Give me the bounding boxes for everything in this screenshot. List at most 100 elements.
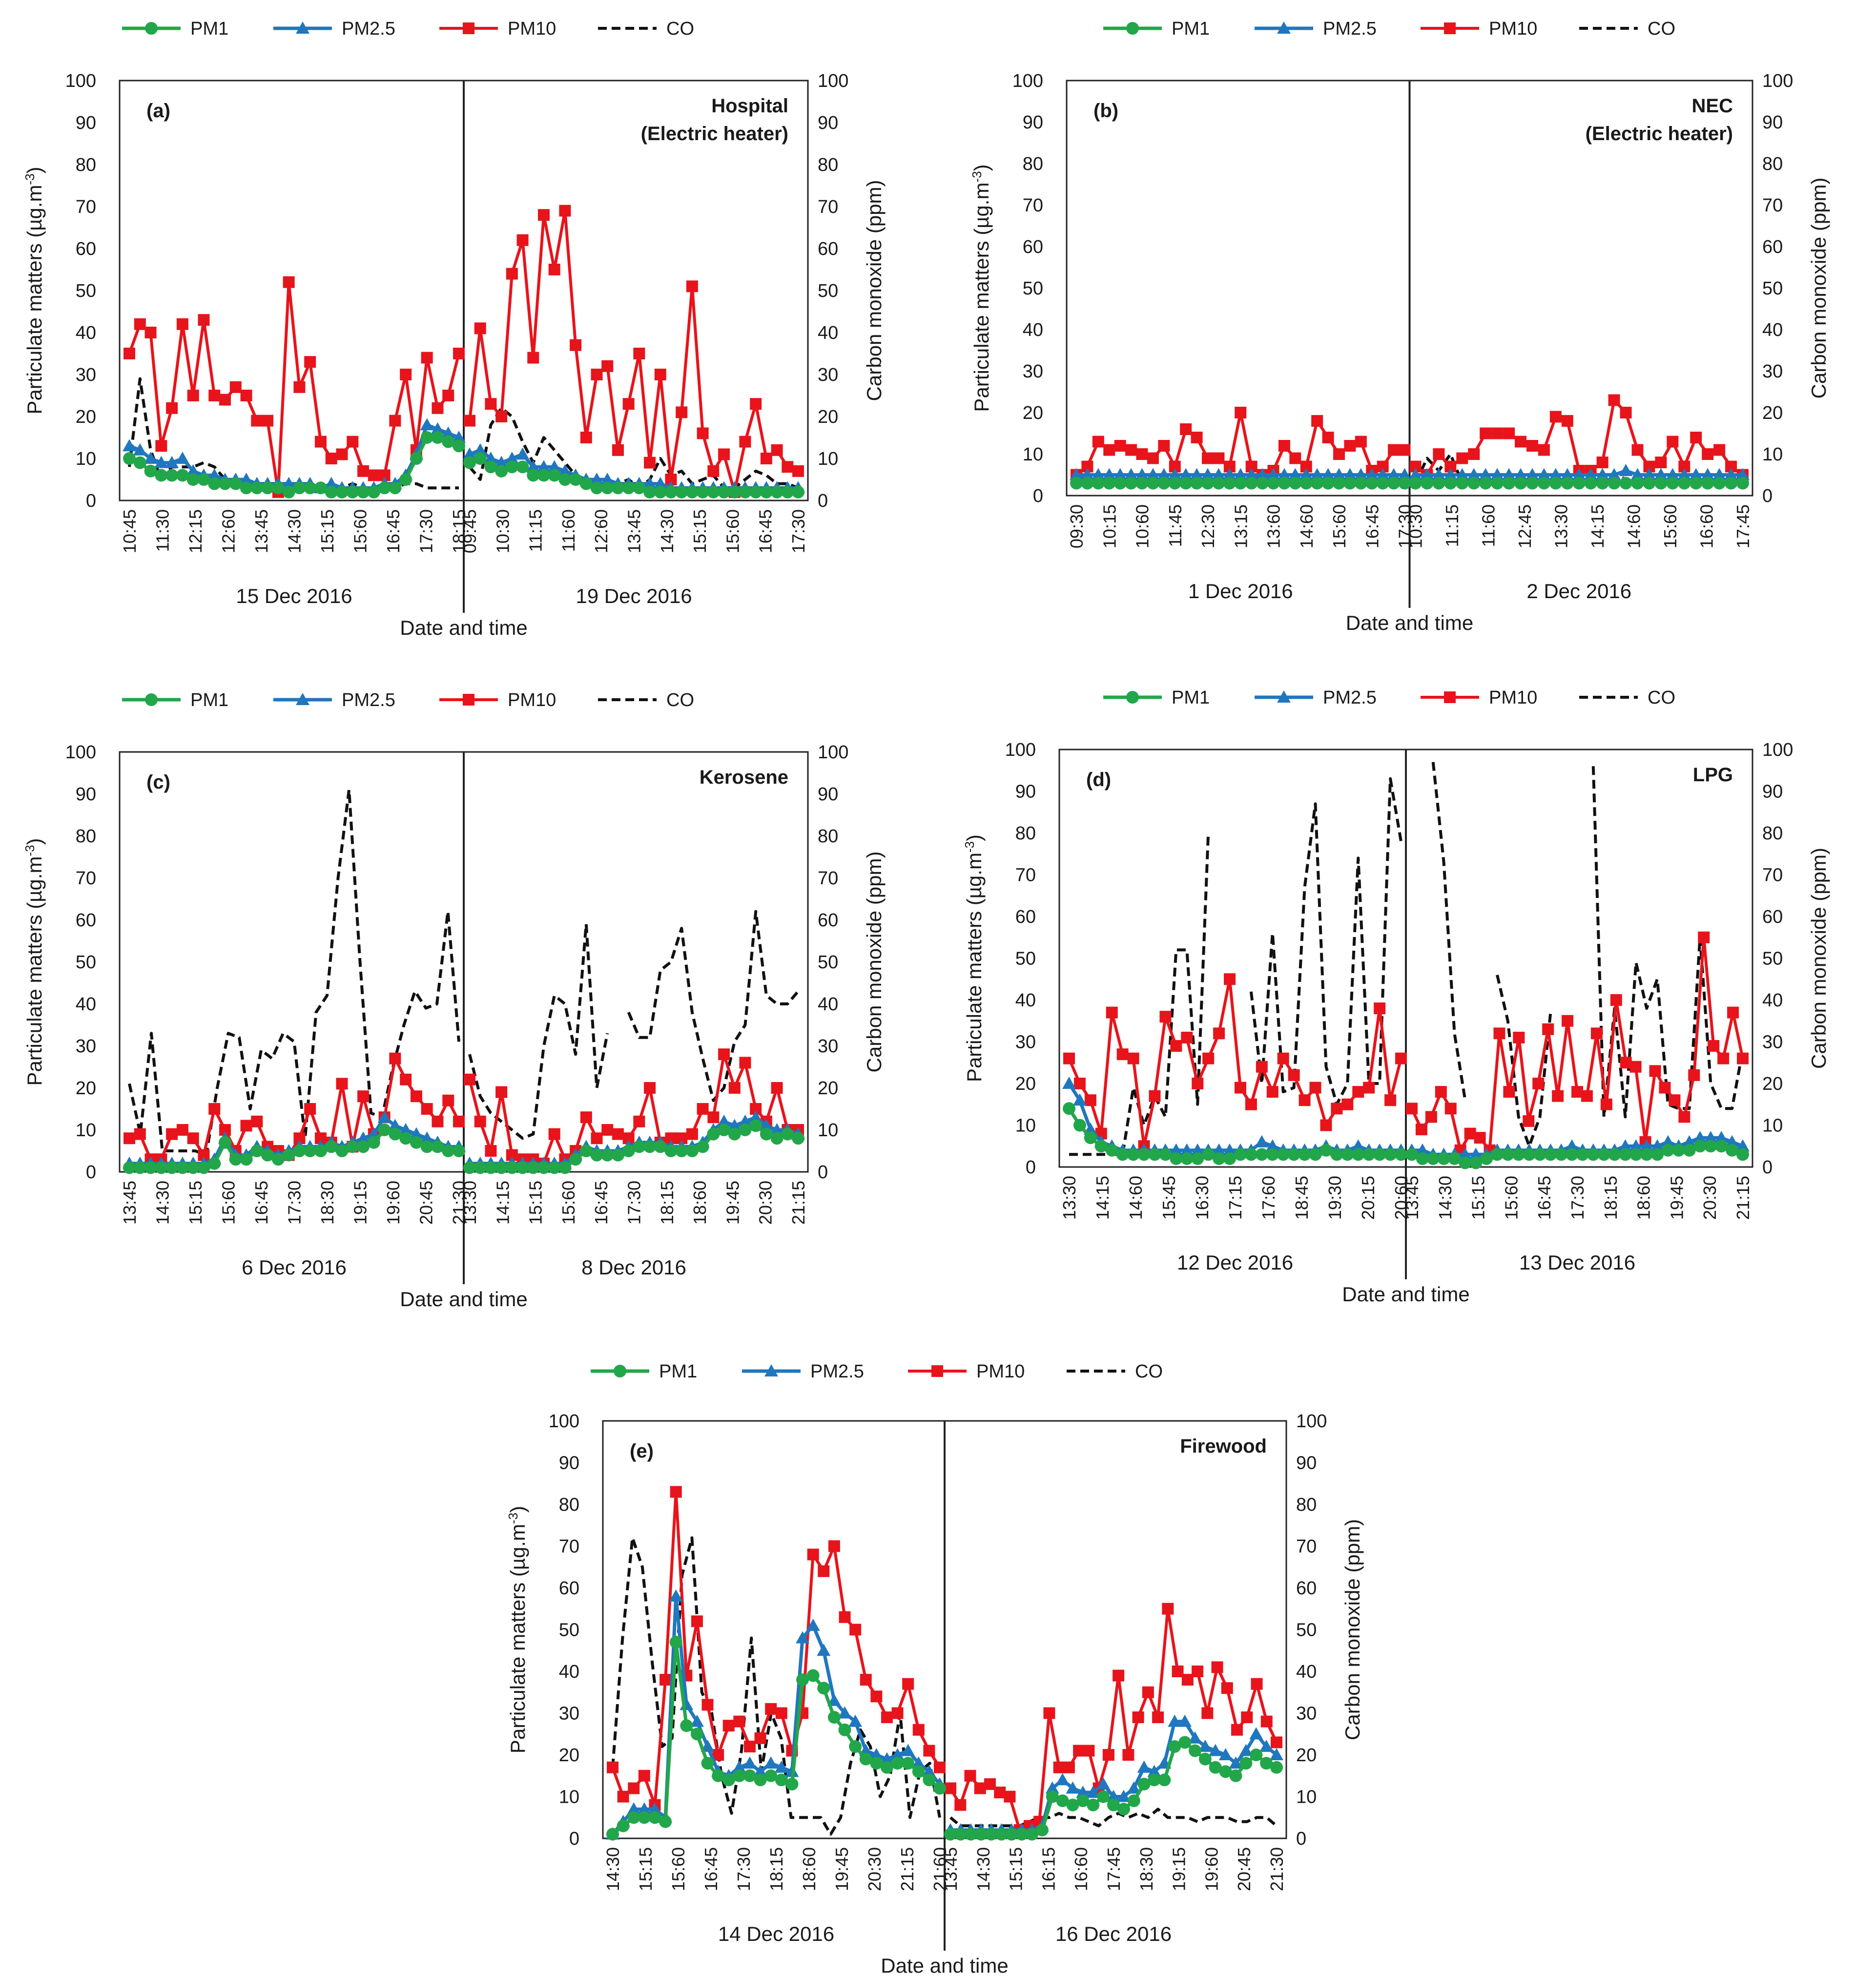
y-tick-label: 30 <box>76 1036 96 1057</box>
pm10-marker <box>1172 1666 1184 1677</box>
pm10-marker <box>1513 1031 1525 1043</box>
pm25-marker <box>1565 1139 1579 1152</box>
pm10-marker <box>782 461 794 473</box>
pm1-marker <box>1125 477 1138 490</box>
pm25-marker <box>420 1131 434 1144</box>
pm10-marker <box>1717 1052 1730 1064</box>
y-tick-label: 20 <box>1015 1074 1036 1094</box>
pm1-marker <box>995 1828 1008 1841</box>
pm10-marker <box>1702 448 1714 460</box>
x-tick-label: 20:45 <box>1234 1847 1254 1891</box>
pm25-marker <box>911 1756 926 1769</box>
series-pm1 <box>123 431 804 499</box>
series-line <box>468 406 799 490</box>
pm10-marker <box>166 1128 178 1140</box>
site-label: Kerosene <box>700 767 788 788</box>
pm25-marker <box>637 1802 651 1815</box>
y2-tick-label: 10 <box>1762 1116 1783 1136</box>
panel-a: PM1 PM2.5 PM10 CO 0 0 10 10 20 20 30 30 40 40 50 50 60 60… <box>22 19 886 639</box>
pm1-marker <box>912 1765 925 1778</box>
pm10-marker <box>240 390 252 401</box>
pm25-marker <box>653 477 667 489</box>
pm1-marker <box>261 1148 274 1162</box>
pm1-marker <box>696 485 709 499</box>
pm1-marker <box>558 1161 572 1174</box>
pm1-marker <box>1245 477 1258 490</box>
pm25-marker <box>742 1756 757 1769</box>
y-tick-label: 20 <box>1023 403 1043 423</box>
pm10-marker <box>314 436 327 448</box>
x-axis-title: Date and time <box>400 616 527 639</box>
pm1-marker <box>1683 1144 1696 1157</box>
pm10-marker <box>506 268 518 280</box>
pm10-marker <box>670 1486 682 1498</box>
legend-label: PM2.5 <box>342 19 395 39</box>
pm1-marker <box>367 485 380 499</box>
pm10-marker <box>1299 1094 1311 1106</box>
pm1-marker <box>1576 1148 1589 1161</box>
pm1-marker <box>1299 477 1313 490</box>
pm25-marker <box>1398 468 1412 480</box>
x-tick-label: 13:30 <box>1551 504 1571 548</box>
pm10-marker <box>839 1611 851 1623</box>
pm1-marker <box>707 1127 720 1141</box>
pm1-marker <box>638 1811 651 1824</box>
pm10-marker <box>754 1732 766 1744</box>
pm10-marker <box>1384 1094 1397 1106</box>
panel-label: (e) <box>630 1440 654 1462</box>
pm10-marker <box>934 1761 946 1773</box>
pm10-marker <box>187 1132 199 1145</box>
pm10-marker <box>607 1761 618 1773</box>
pm10-marker <box>1690 432 1702 443</box>
y-tick-label: 90 <box>76 113 96 133</box>
pm10-marker <box>1234 1082 1246 1094</box>
pm1-marker <box>1661 1144 1674 1157</box>
pm10-marker <box>1224 973 1236 985</box>
pm1-marker <box>1056 1794 1069 1808</box>
pm25-marker <box>282 477 296 489</box>
x-tick-label: 16:15 <box>1038 1847 1058 1891</box>
pm10-marker <box>612 444 624 456</box>
pm10-marker <box>1629 1061 1642 1073</box>
y-axis-title: Particulate matters (µg.m-3) <box>969 164 993 412</box>
pm10-marker <box>1142 1686 1154 1698</box>
pm25-marker <box>356 1131 371 1144</box>
pm25-marker <box>1704 1131 1718 1144</box>
pm10-marker <box>134 1128 146 1140</box>
pm10-marker <box>187 390 199 401</box>
pm10-marker <box>432 402 444 414</box>
pm25-marker <box>1689 468 1703 480</box>
pm10-marker <box>336 448 348 460</box>
pm10-marker <box>176 318 188 330</box>
legend-label: PM1 <box>190 690 228 710</box>
pm25-marker <box>1502 468 1516 480</box>
pm25-marker <box>1351 1139 1365 1152</box>
pm10-marker <box>633 348 645 359</box>
pm25-marker <box>1387 468 1401 480</box>
pm10-marker <box>124 348 135 359</box>
pm1-marker <box>1690 477 1703 490</box>
pm10-marker <box>1341 1098 1354 1110</box>
pm25-marker <box>207 468 222 481</box>
pm25-marker <box>1408 468 1422 480</box>
pm10-marker <box>1073 1745 1085 1757</box>
legend-label: PM2.5 <box>342 690 395 710</box>
x-tick-label: 21:30 <box>1267 1847 1287 1891</box>
pm10-marker <box>994 1786 1006 1798</box>
pm10-marker <box>633 1115 645 1127</box>
pm1-marker <box>754 1773 767 1787</box>
pm1-marker <box>1501 1148 1514 1161</box>
pm10-marker <box>548 264 560 275</box>
pm1-marker <box>133 1161 146 1174</box>
pm1-marker <box>357 485 370 499</box>
pm25-marker <box>1198 1739 1212 1752</box>
x-tick-label: 18:60 <box>799 1847 819 1891</box>
y2-axis-title: Carbon monoxide (ppm) <box>1341 1519 1364 1740</box>
pm25-marker <box>1677 468 1691 480</box>
y2-tick-label: 60 <box>1762 907 1783 927</box>
pm1-marker <box>155 1161 168 1174</box>
pm1-marker <box>627 1811 640 1824</box>
series-pm10 <box>607 1486 1282 1836</box>
series-line <box>1431 762 1467 1101</box>
pm25-marker <box>1239 1744 1253 1756</box>
